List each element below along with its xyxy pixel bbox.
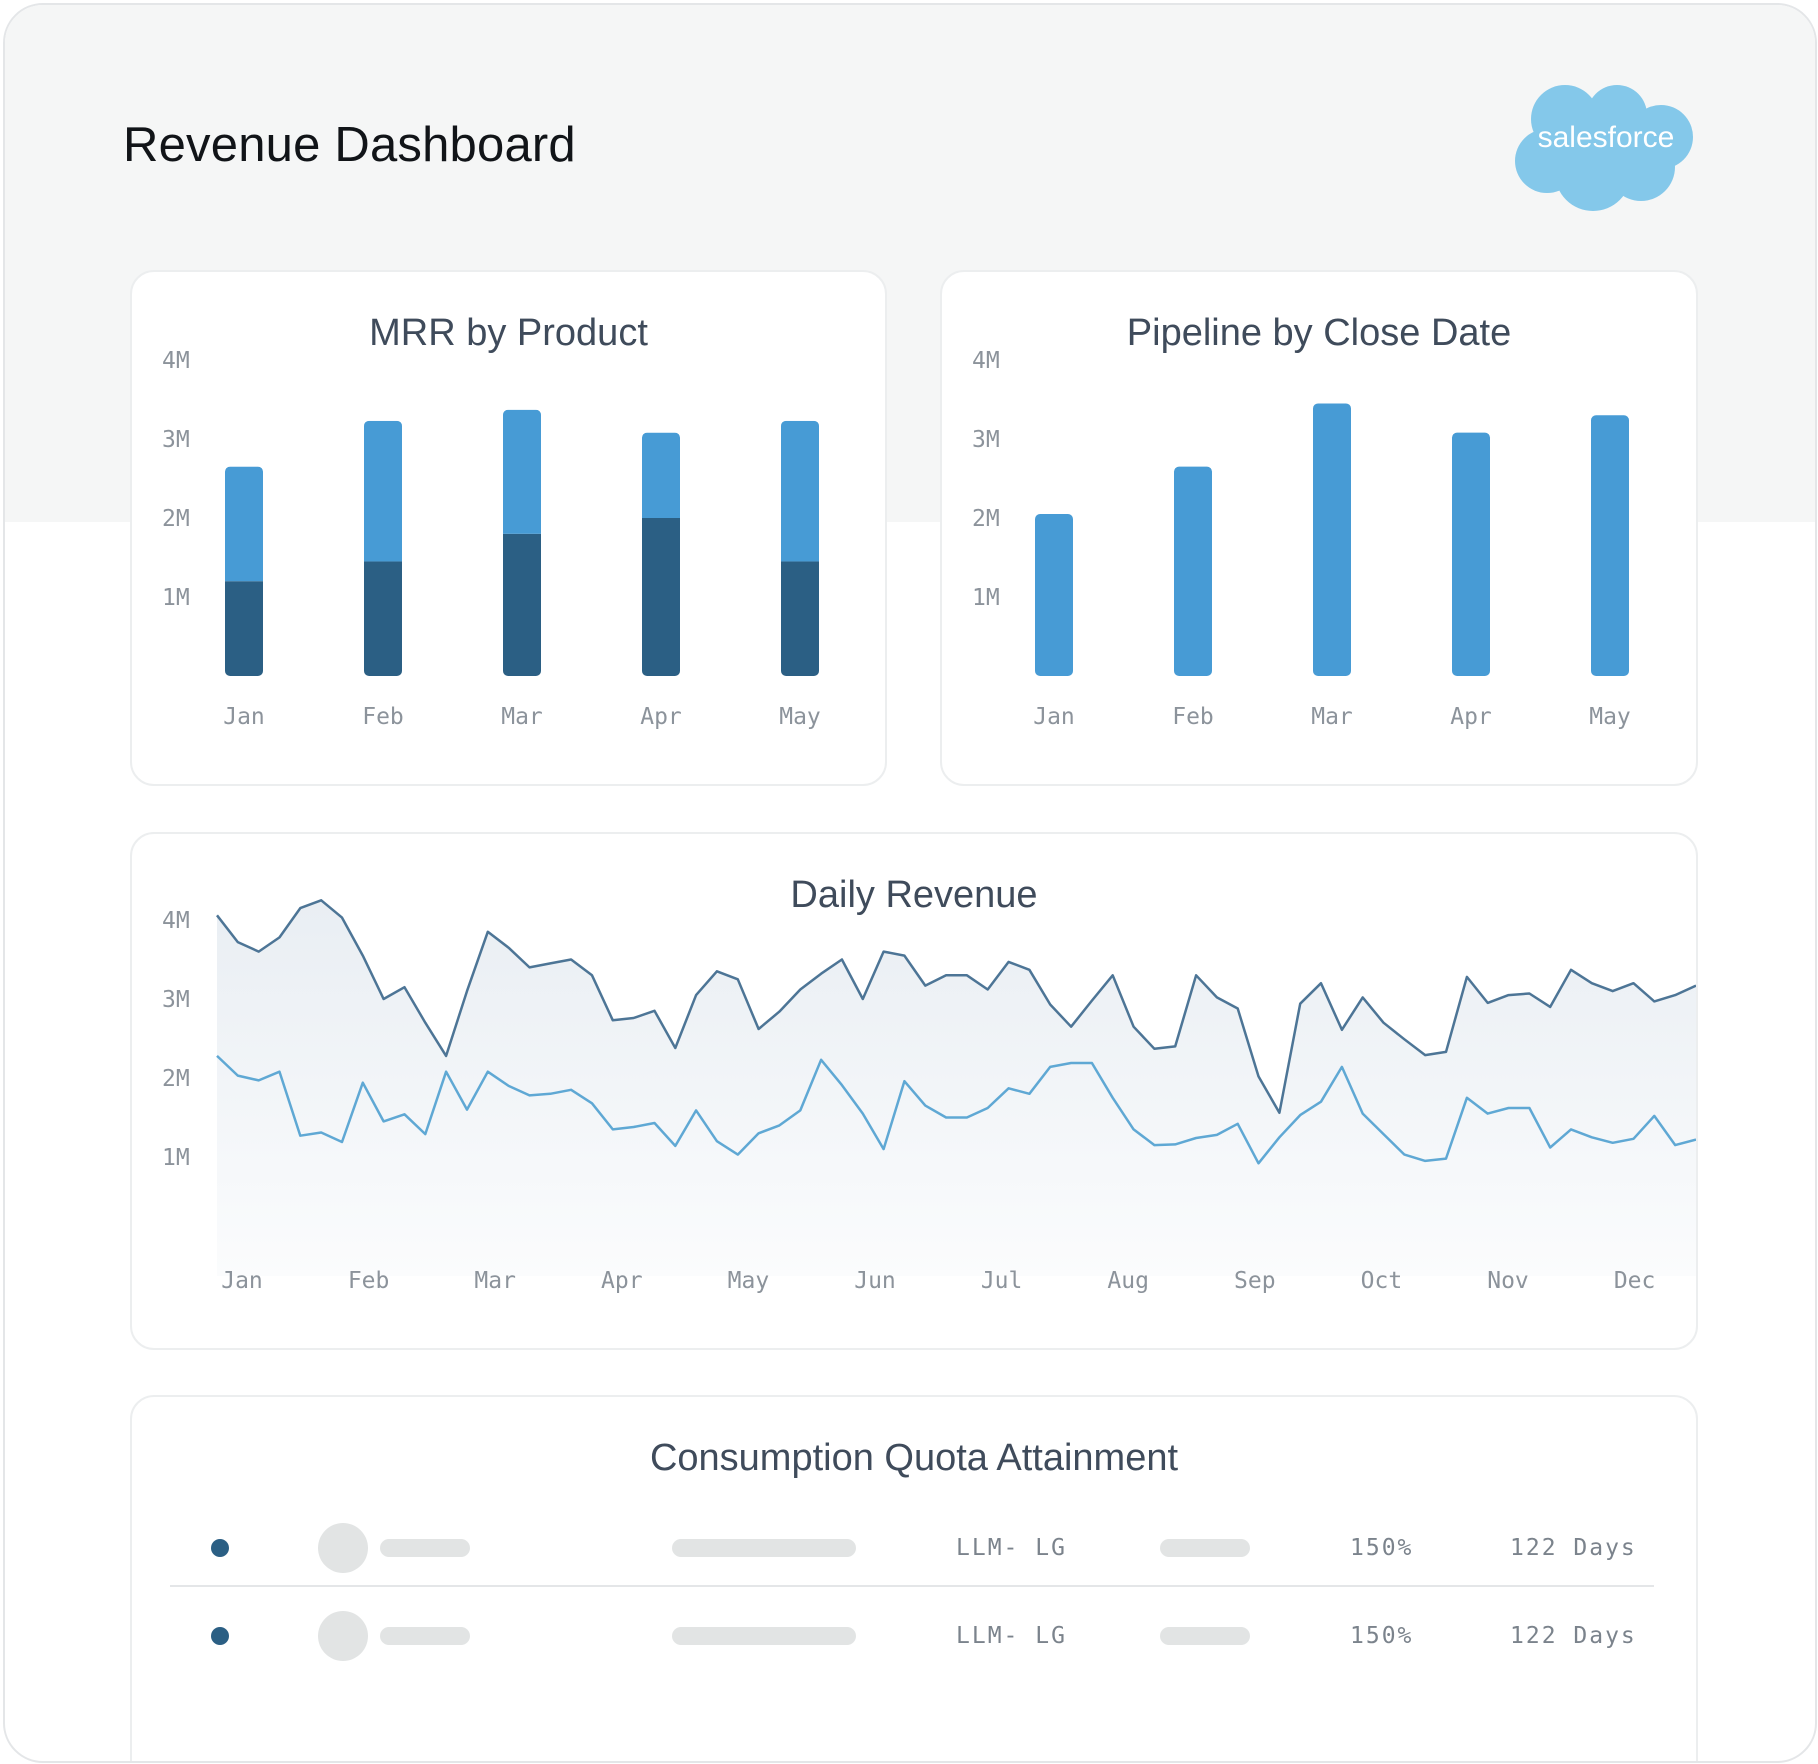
stacked-bar <box>781 420 819 676</box>
y-tick-label: 1M <box>972 585 1000 611</box>
pipeline-chart-title: Pipeline by Close Date <box>1126 312 1512 354</box>
x-tick-label: Jan <box>221 1268 263 1294</box>
y-tick-label: 4M <box>162 348 190 374</box>
owner-placeholder <box>1160 1539 1250 1557</box>
series-line-1 <box>216 899 1696 1115</box>
table-row[interactable]: LLM- LG 150% 122 Days <box>170 1505 1654 1593</box>
name-placeholder <box>380 1627 470 1645</box>
bar <box>1174 466 1212 676</box>
page-title: Revenue Dashboard <box>123 118 576 172</box>
account-placeholder <box>672 1627 856 1645</box>
stacked-bar <box>642 432 680 676</box>
name-placeholder <box>380 1539 470 1557</box>
stacked-bar <box>364 420 402 676</box>
bar-segment-product-a <box>642 518 680 676</box>
x-tick-label: May <box>728 1268 770 1294</box>
y-tick-label: 1M <box>162 1145 190 1171</box>
quota-table-title: Consumption Quota Attainment <box>649 1437 1179 1479</box>
days-value: 122 Days <box>1510 1623 1637 1649</box>
y-tick-label: 3M <box>162 427 190 453</box>
days-value: 122 Days <box>1510 1535 1637 1561</box>
mrr-by-product-card: MRR by Product 4M 3M 2M 1M Jan Feb Mar Apr May <box>130 270 887 786</box>
y-tick-label: 4M <box>162 908 190 934</box>
y-tick-label: 4M <box>972 348 1000 374</box>
mrr-bar-chart: 4M 3M 2M 1M Jan Feb Mar Apr May <box>162 348 821 730</box>
bar-segment-product-b <box>781 420 819 562</box>
x-tick-label: Aug <box>1107 1268 1149 1294</box>
mrr-chart-title: MRR by Product <box>369 312 648 354</box>
y-tick-label: 3M <box>972 427 1000 453</box>
x-tick-label: Apr <box>640 704 682 730</box>
bar-segment-product-b <box>642 432 680 518</box>
x-tick-label: Jun <box>854 1268 896 1294</box>
x-tick-label: Mar <box>474 1268 516 1294</box>
x-tick-label: Feb <box>348 1268 390 1294</box>
x-tick-label: Feb <box>362 704 404 730</box>
x-tick-label: Feb <box>1172 704 1214 730</box>
quota-attainment-card: Consumption Quota Attainment LLM- LG 150… <box>130 1395 1698 1761</box>
series-line-2 <box>216 1054 1696 1165</box>
x-tick-label: Nov <box>1487 1268 1529 1294</box>
x-tick-label: Oct <box>1361 1268 1403 1294</box>
x-tick-label: Jul <box>981 1268 1023 1294</box>
status-dot <box>211 1539 229 1557</box>
bar-segment-product-a <box>364 561 402 676</box>
daily-revenue-line-chart: 4M 3M 2M 1M Jan Feb Mar Apr May Jun Jul Aug Sep Oct No… <box>162 899 1696 1294</box>
bar <box>1313 403 1351 676</box>
salesforce-logo-text: salesforce <box>1538 121 1675 154</box>
attainment-value: 150% <box>1350 1535 1414 1561</box>
x-tick-label: Jan <box>1033 704 1075 730</box>
product-label: LLM- LG <box>956 1623 1067 1649</box>
pipeline-by-close-date-card: Pipeline by Close Date 4M 3M 2M 1M Jan Feb Mar… <box>940 270 1698 786</box>
x-tick-label: Apr <box>601 1268 643 1294</box>
avatar <box>318 1611 368 1661</box>
x-tick-label: May <box>1589 704 1631 730</box>
bar-segment-product-a <box>781 561 819 676</box>
bar-segment-product-b <box>503 409 541 534</box>
bar <box>1452 432 1490 676</box>
owner-placeholder <box>1160 1627 1250 1645</box>
attainment-value: 150% <box>1350 1623 1414 1649</box>
pipeline-bar-chart: 4M 3M 2M 1M Jan Feb Mar Apr May <box>972 348 1631 730</box>
daily-revenue-card: Daily Revenue 4M 3M 2M 1M Jan Feb Mar Apr May Jun… <box>130 832 1698 1350</box>
table-row[interactable]: LLM- LG 150% 122 Days <box>170 1593 1654 1681</box>
x-tick-label: Dec <box>1614 1268 1656 1294</box>
product-label: LLM- LG <box>956 1535 1067 1561</box>
x-tick-label: Sep <box>1234 1268 1276 1294</box>
x-tick-label: Mar <box>501 704 543 730</box>
bar-segment-product-b <box>225 466 263 582</box>
stacked-bar <box>225 466 263 676</box>
bar <box>1591 415 1629 676</box>
y-tick-label: 1M <box>162 585 190 611</box>
x-tick-label: Apr <box>1450 704 1492 730</box>
y-tick-label: 3M <box>162 987 190 1013</box>
x-tick-label: Mar <box>1311 704 1353 730</box>
bar-segment-product-a <box>503 533 541 676</box>
account-placeholder <box>672 1539 856 1557</box>
x-tick-label: May <box>779 704 821 730</box>
salesforce-logo: salesforce <box>1515 85 1693 211</box>
row-divider <box>170 1585 1654 1587</box>
status-dot <box>211 1627 229 1645</box>
dashboard-window: Revenue Dashboard salesforce MRR by Prod… <box>3 3 1817 1763</box>
y-tick-label: 2M <box>162 1066 190 1092</box>
bar <box>1035 514 1073 676</box>
y-tick-label: 2M <box>972 506 1000 532</box>
bar-segment-product-a <box>225 581 263 676</box>
x-tick-label: Jan <box>223 704 265 730</box>
y-tick-label: 2M <box>162 506 190 532</box>
avatar <box>318 1523 368 1573</box>
stacked-bar <box>503 409 541 676</box>
salesforce-cloud-icon <box>1515 85 1693 211</box>
series-1-area <box>217 900 1696 1276</box>
bar-segment-product-b <box>364 420 402 562</box>
daily-chart-title: Daily Revenue <box>790 874 1038 916</box>
